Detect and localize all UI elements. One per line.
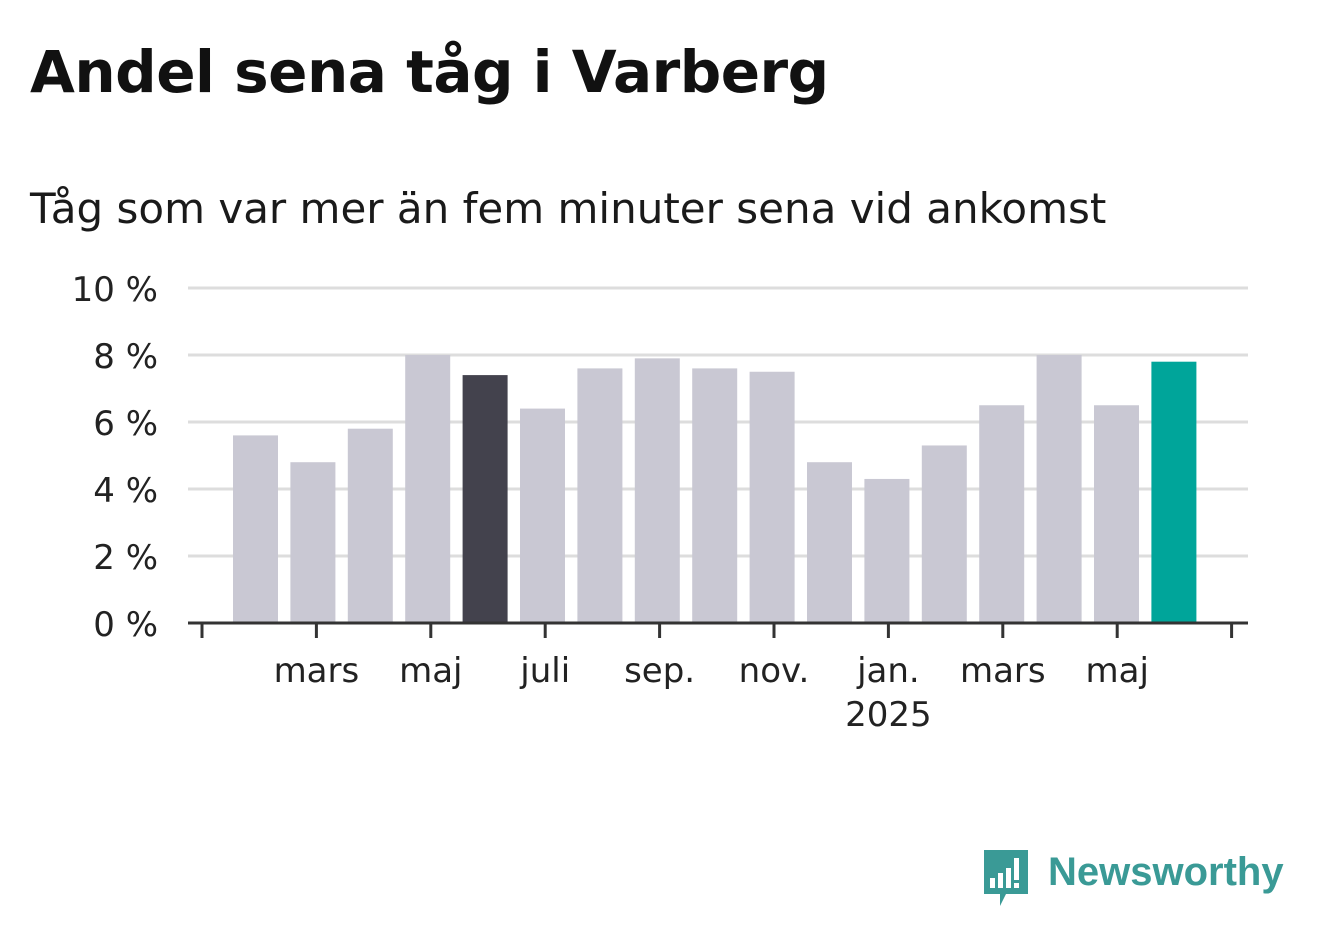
y-tick-label: 4 % bbox=[93, 471, 158, 511]
x-tick-label: jan. bbox=[856, 651, 920, 691]
bar bbox=[634, 358, 680, 623]
bar bbox=[347, 428, 393, 623]
bar bbox=[233, 435, 278, 623]
bar bbox=[462, 375, 508, 623]
x-tick-label: nov. bbox=[739, 651, 810, 691]
y-tick-label: 2 % bbox=[93, 538, 158, 578]
y-tick-label: 8 % bbox=[93, 337, 158, 377]
chart-subtitle: Tåg som var mer än fem minuter sena vid … bbox=[30, 184, 1107, 233]
y-tick-label: 10 % bbox=[72, 270, 158, 310]
bar bbox=[1151, 361, 1197, 623]
bar bbox=[921, 445, 967, 623]
bar bbox=[979, 405, 1025, 623]
x-tick-label: mars bbox=[960, 651, 1046, 691]
bars bbox=[233, 355, 1197, 623]
x-tick-label: mars bbox=[274, 651, 360, 691]
y-tick-label: 0 % bbox=[93, 605, 158, 645]
newsworthy-logo-text: Newsworthy bbox=[1048, 850, 1284, 894]
bar bbox=[290, 462, 336, 623]
newsworthy-logo: Newsworthy bbox=[980, 848, 1300, 912]
x-tick-sublabel: 2025 bbox=[845, 695, 932, 735]
bar bbox=[1094, 405, 1139, 623]
bar bbox=[405, 355, 451, 623]
bar bbox=[864, 478, 910, 623]
bar bbox=[807, 462, 852, 623]
x-axis bbox=[188, 621, 1248, 638]
bar bbox=[520, 408, 565, 623]
y-axis-tick-labels: 0 % 2 % 4 % 6 % 8 % 10 % bbox=[72, 270, 158, 645]
x-tick-label: juli bbox=[519, 651, 570, 691]
bar bbox=[577, 368, 623, 623]
bar bbox=[692, 368, 738, 623]
newsworthy-logo-icon bbox=[984, 850, 1028, 906]
chart-title: Andel sena tåg i Varberg bbox=[30, 38, 829, 106]
x-tick-label: maj bbox=[1085, 651, 1148, 691]
bar bbox=[1036, 355, 1082, 623]
y-tick-label: 6 % bbox=[93, 404, 158, 444]
bar bbox=[749, 371, 795, 623]
x-tick-label: sep. bbox=[624, 651, 695, 691]
x-tick-label: maj bbox=[399, 651, 462, 691]
